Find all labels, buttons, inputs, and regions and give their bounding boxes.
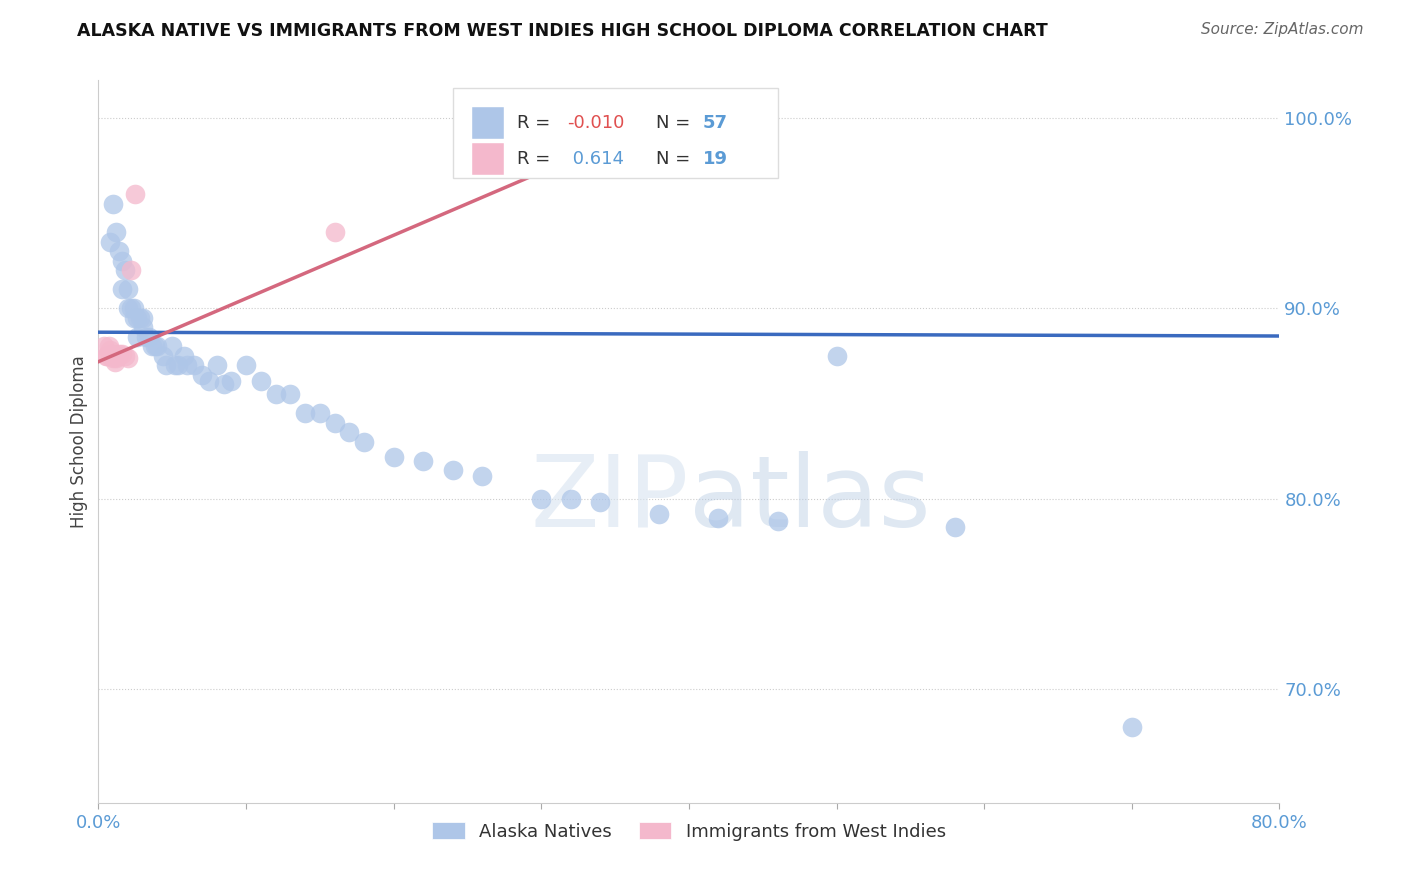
Point	[120, 263, 142, 277]
Point	[264, 387, 287, 401]
Text: N =: N =	[655, 113, 696, 132]
Point	[98, 235, 121, 249]
FancyBboxPatch shape	[471, 144, 503, 175]
Point	[103, 351, 125, 365]
Text: ALASKA NATIVE VS IMMIGRANTS FROM WEST INDIES HIGH SCHOOL DIPLOMA CORRELATION CHA: ALASKA NATIVE VS IMMIGRANTS FROM WEST IN…	[77, 22, 1047, 40]
Text: ZIP: ZIP	[530, 450, 689, 548]
Point	[105, 226, 128, 240]
Point	[111, 253, 134, 268]
Point	[825, 349, 848, 363]
FancyBboxPatch shape	[471, 107, 503, 138]
Point	[114, 349, 136, 363]
Point	[100, 347, 122, 361]
Point	[183, 359, 205, 373]
Y-axis label: High School Diploma: High School Diploma	[70, 355, 89, 528]
Point	[943, 520, 966, 534]
Point	[766, 515, 789, 529]
Point	[205, 359, 228, 373]
Point	[111, 347, 134, 361]
Point	[94, 349, 117, 363]
Point	[382, 450, 405, 464]
Point	[122, 310, 145, 325]
Point	[294, 406, 316, 420]
Point	[191, 368, 214, 382]
Point	[107, 349, 129, 363]
Text: -0.010: -0.010	[567, 113, 624, 132]
Legend: Alaska Natives, Immigrants from West Indies: Alaska Natives, Immigrants from West Ind…	[425, 814, 953, 848]
Point	[117, 282, 139, 296]
FancyBboxPatch shape	[453, 87, 778, 178]
Text: 80.0%: 80.0%	[1251, 814, 1308, 832]
Point	[132, 320, 155, 334]
Point	[125, 330, 148, 344]
Point	[165, 359, 187, 373]
Point	[124, 187, 146, 202]
Point	[648, 507, 671, 521]
Point	[143, 339, 166, 353]
Point	[108, 244, 131, 259]
Point	[441, 463, 464, 477]
Point	[98, 343, 121, 358]
Point	[221, 374, 243, 388]
Point	[323, 416, 346, 430]
Point	[471, 468, 494, 483]
Point	[560, 491, 582, 506]
Point	[132, 310, 155, 325]
Point	[530, 491, 553, 506]
Text: Source: ZipAtlas.com: Source: ZipAtlas.com	[1201, 22, 1364, 37]
Point	[138, 330, 160, 344]
Point	[250, 374, 273, 388]
Point	[155, 359, 177, 373]
Point	[280, 387, 302, 401]
Point	[117, 301, 139, 316]
Point	[198, 374, 221, 388]
Point	[339, 425, 361, 439]
Point	[212, 377, 235, 392]
Point	[108, 347, 131, 361]
Text: 0.0%: 0.0%	[76, 814, 121, 832]
Point	[111, 282, 134, 296]
Point	[120, 301, 142, 316]
Point	[173, 349, 195, 363]
Text: 57: 57	[703, 113, 728, 132]
Point	[146, 339, 169, 353]
Point	[162, 339, 183, 353]
Point	[125, 310, 148, 325]
Point	[122, 301, 145, 316]
Point	[96, 349, 118, 363]
Point	[167, 359, 190, 373]
Point	[323, 226, 346, 240]
Point	[103, 349, 125, 363]
Text: N =: N =	[655, 150, 696, 169]
Point	[152, 349, 174, 363]
Point	[412, 453, 434, 467]
Point	[309, 406, 332, 420]
Point	[707, 510, 730, 524]
Point	[117, 351, 139, 365]
Point	[103, 197, 125, 211]
Point	[114, 263, 136, 277]
Point	[135, 330, 157, 344]
Text: R =: R =	[516, 150, 555, 169]
Point	[98, 349, 121, 363]
Point	[93, 339, 115, 353]
Point	[141, 339, 163, 353]
Text: 0.614: 0.614	[567, 150, 624, 169]
Point	[1121, 720, 1143, 734]
Point	[353, 434, 375, 449]
Point	[128, 310, 150, 325]
Point	[589, 495, 612, 509]
Point	[176, 359, 198, 373]
Text: 19: 19	[703, 150, 728, 169]
Point	[104, 354, 127, 368]
Point	[105, 351, 128, 365]
Point	[97, 339, 120, 353]
Text: atlas: atlas	[689, 450, 931, 548]
Point	[235, 359, 257, 373]
Text: R =: R =	[516, 113, 555, 132]
